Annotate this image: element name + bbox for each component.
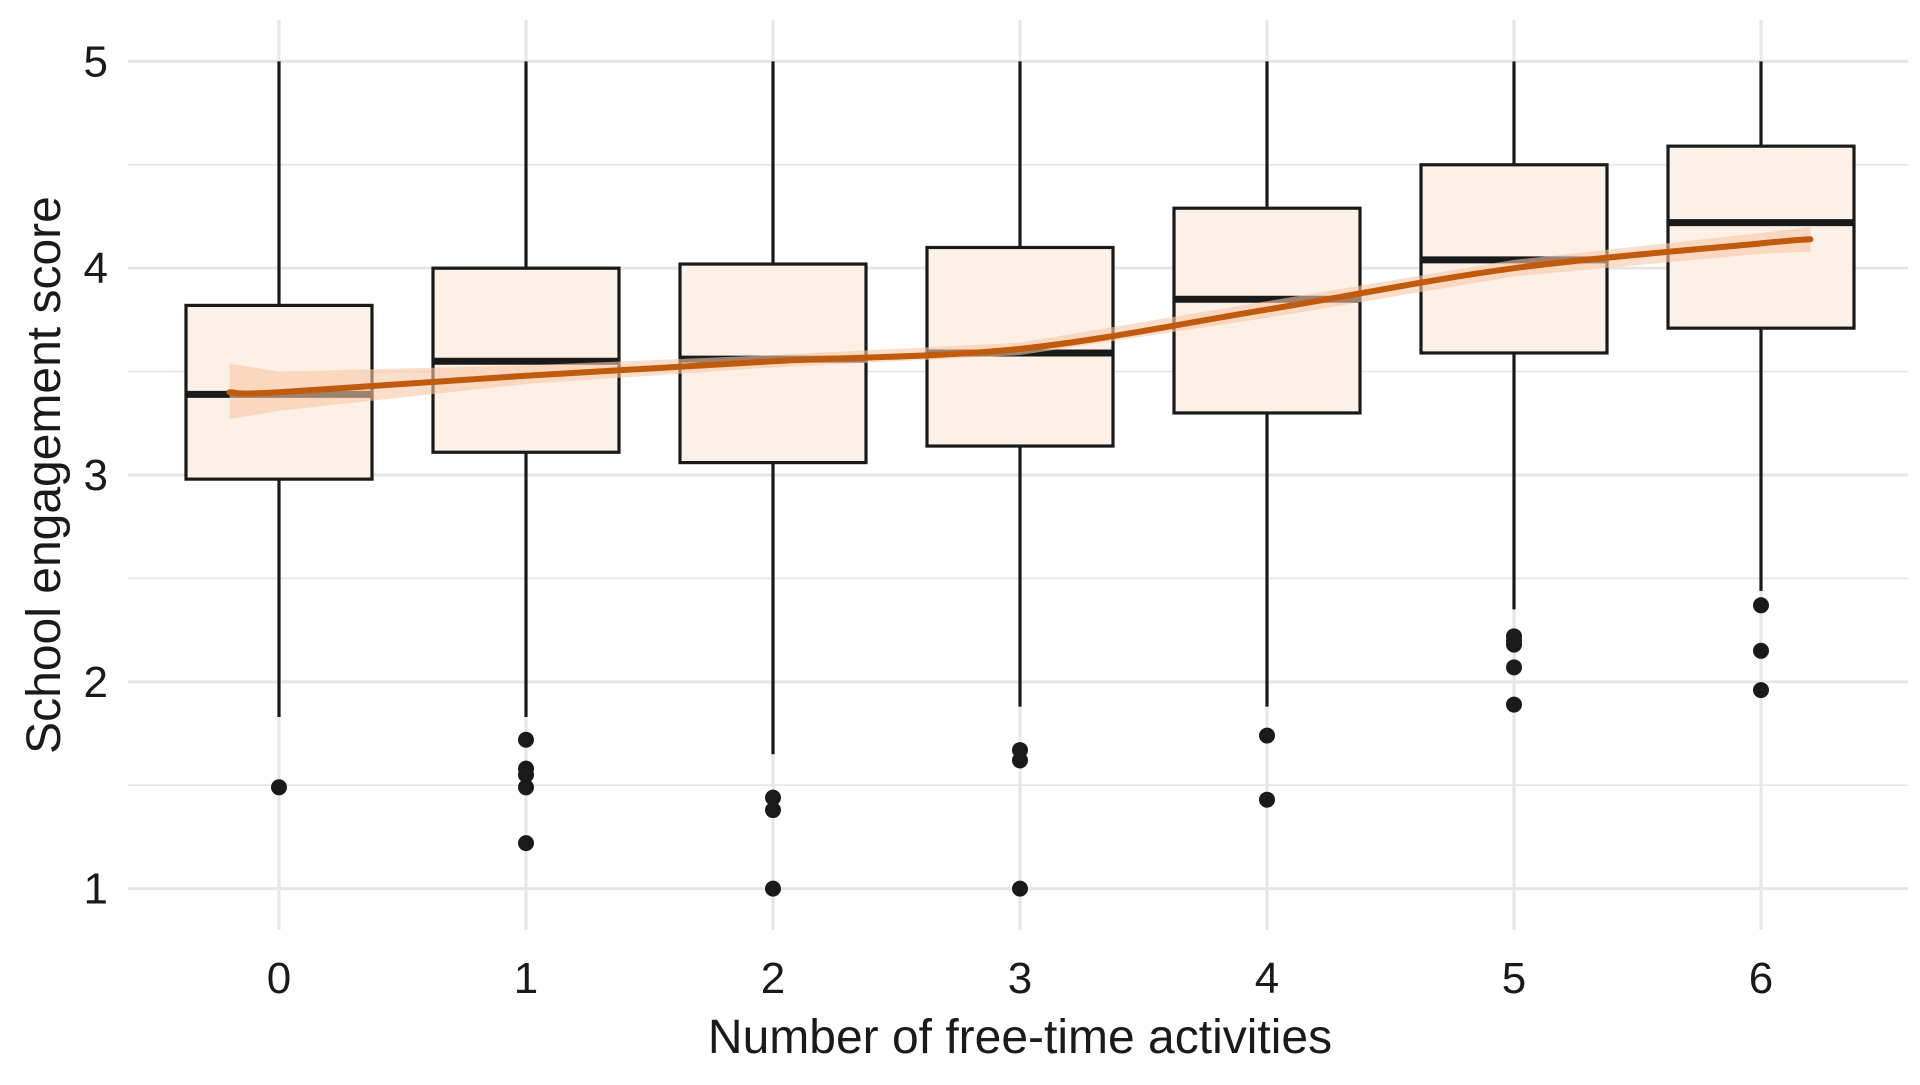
outlier-point	[1753, 642, 1769, 659]
outlier-point	[518, 779, 534, 796]
x-tick-label: 3	[1008, 954, 1032, 1003]
outlier-point	[765, 802, 781, 819]
outlier-point	[1506, 659, 1522, 676]
box-3	[925, 61, 1115, 707]
tick-labels: 1 2 3 4 5 0 1 2 3 4 5 6	[84, 37, 1774, 1003]
x-tick-label: 5	[1502, 954, 1526, 1003]
outlier-point	[518, 835, 534, 852]
outlier-point	[1259, 727, 1275, 744]
x-tick-label: 1	[514, 954, 538, 1003]
outlier-point	[765, 880, 781, 897]
x-tick-label: 2	[761, 954, 785, 1003]
outlier-point	[518, 766, 534, 783]
y-tick-label: 5	[84, 37, 108, 86]
outlier-point	[1753, 597, 1769, 614]
outlier-point	[1753, 682, 1769, 699]
outlier-point	[1012, 752, 1028, 769]
outlier-point	[1506, 696, 1522, 713]
y-tick-label: 2	[84, 658, 108, 707]
outlier-point	[1506, 636, 1522, 653]
trend-line	[226, 236, 1814, 397]
y-tick-label: 4	[84, 244, 108, 293]
outlier-point	[271, 779, 287, 796]
outlier-point	[518, 731, 534, 748]
outlier-point	[1259, 791, 1275, 808]
box-1	[431, 61, 621, 717]
y-tick-label: 3	[84, 451, 108, 500]
y-axis-title: School engagement score	[18, 196, 71, 754]
x-tick-label: 4	[1255, 954, 1279, 1003]
box-4	[1172, 61, 1362, 707]
box-iqr	[1172, 206, 1362, 415]
grid-lines	[128, 20, 1908, 930]
box-6	[1666, 61, 1856, 591]
outliers-group	[271, 597, 1769, 897]
x-axis-title: Number of free-time activities	[708, 1011, 1332, 1064]
x-tick-label: 0	[267, 954, 291, 1003]
outlier-point	[1012, 880, 1028, 897]
x-tick-label: 6	[1749, 954, 1773, 1003]
trend-group	[226, 226, 1814, 420]
outlier-point	[765, 789, 781, 806]
box-5	[1419, 61, 1609, 610]
y-tick-label: 1	[84, 865, 108, 914]
